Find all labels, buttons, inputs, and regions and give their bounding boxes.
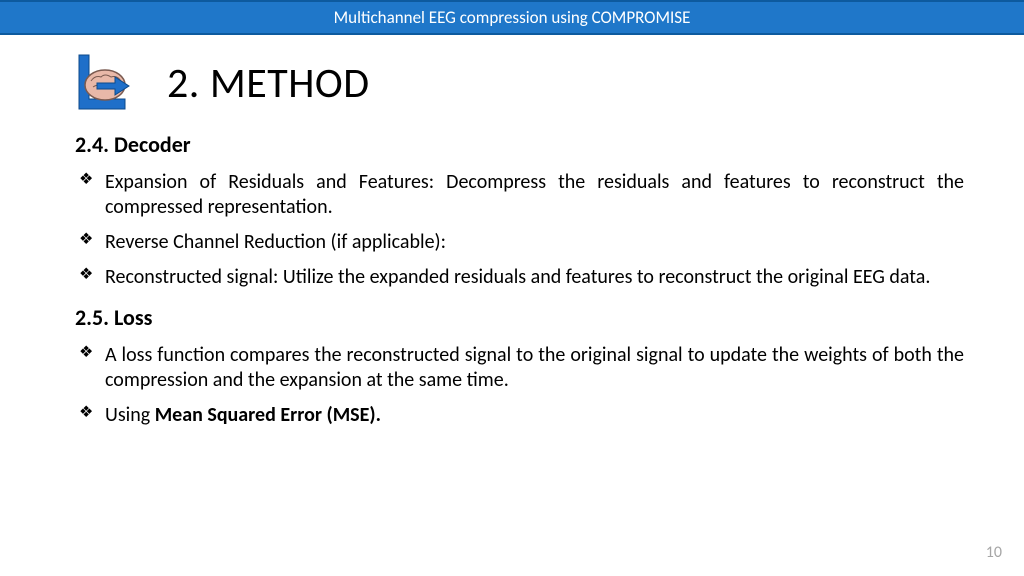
title-row: 2. METHOD [75, 53, 964, 113]
bullet-item: A loss function compares the reconstruct… [75, 343, 964, 393]
section-heading-loss: 2.5. Loss [75, 304, 964, 331]
bullet-item: Reconstructed signal: Utilize the expand… [75, 265, 964, 290]
slide-content: 2. METHOD 2.4. Decoder Expansion of Resi… [0, 35, 1024, 428]
bullet-item: Expansion of Residuals and Features: Dec… [75, 170, 964, 220]
header-title: Multichannel EEG compression using COMPR… [334, 7, 691, 28]
bullet-item: Using Mean Squared Error (MSE). [75, 403, 964, 428]
page-number: 10 [986, 543, 1002, 562]
main-title: 2. METHOD [167, 58, 370, 109]
section-heading-decoder: 2.4. Decoder [75, 131, 964, 158]
bullet-list-loss: A loss function compares the reconstruct… [75, 343, 964, 428]
slide-header: Multichannel EEG compression using COMPR… [0, 0, 1024, 35]
bullet-item: Reverse Channel Reduction (if applicable… [75, 230, 964, 255]
bullet-list-decoder: Expansion of Residuals and Features: Dec… [75, 170, 964, 290]
brain-arrow-icon [75, 53, 139, 113]
